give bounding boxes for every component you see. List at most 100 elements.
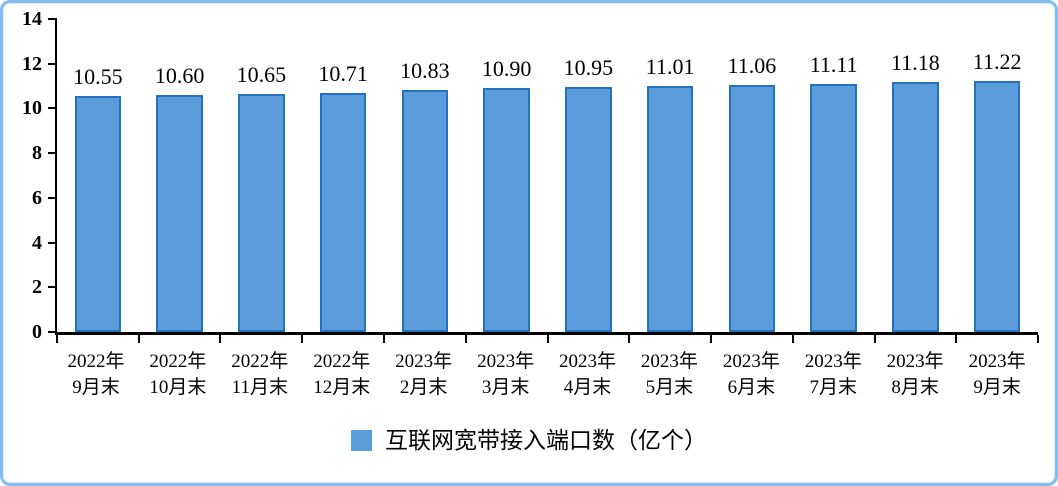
legend-marker-icon xyxy=(351,430,372,452)
y-axis: 0 2 4 6 8 10 12 14 xyxy=(13,9,57,342)
x-tick-mark xyxy=(873,335,876,343)
x-tick-label-line: 10月末 xyxy=(149,377,207,398)
y-tick-label: 0 xyxy=(32,321,42,343)
bar-value-label: 11.22 xyxy=(972,49,1022,75)
y-tick-mark xyxy=(48,286,57,289)
bar-value-label: 10.60 xyxy=(154,63,205,89)
bar-value-label: 10.55 xyxy=(73,64,123,90)
x-tick-label-line: 11月末 xyxy=(231,377,288,398)
x-tick-label-line: 2023年 xyxy=(640,351,698,372)
y-tick-label: 6 xyxy=(32,186,42,209)
x-tick-label-line: 2023年 xyxy=(722,351,780,372)
y-tick-label: 10 xyxy=(22,97,42,120)
x-tick-label-line: 2月末 xyxy=(399,377,448,398)
x-tick-label-line: 2022年 xyxy=(149,351,207,372)
x-tick-label-line: 2023年 xyxy=(968,351,1026,372)
x-tick-mark xyxy=(219,335,222,343)
x-tick-label-line: 2023年 xyxy=(395,351,453,372)
bar-value-label: 10.65 xyxy=(236,61,287,87)
x-tick-label-line: 2023年 xyxy=(886,351,944,372)
x-tick-label: 2023年 5月末 xyxy=(628,349,710,401)
bar-group: 11.18 xyxy=(875,19,957,332)
y-tick-mark xyxy=(48,18,57,20)
x-tick-label-line: 9月末 xyxy=(973,377,1021,398)
x-tick-label: 2023年 9月末 xyxy=(956,349,1038,401)
x-tick-label: 2023年 3月末 xyxy=(465,349,547,401)
bar-value-label: 10.83 xyxy=(400,57,450,83)
bar xyxy=(892,82,939,332)
x-tick-label-line: 2023年 xyxy=(804,351,862,372)
legend: 互联网宽带接入端口数（亿个） xyxy=(3,427,1055,455)
x-tick-mark xyxy=(382,335,385,343)
plot-area: 10.55 10.60 10.65 10.71 10.83 10.90 10.95 11.01… xyxy=(55,19,1039,343)
y-tick-label: 12 xyxy=(22,52,42,75)
x-tick-label: 2023年 8月末 xyxy=(874,349,956,401)
x-tick-mark xyxy=(301,335,304,343)
y-tick-label: 14 xyxy=(22,8,42,30)
x-tick-label: 2022年 9月末 xyxy=(55,349,137,401)
x-tick-mark xyxy=(709,335,712,343)
x-tick-label: 2022年 10月末 xyxy=(137,349,219,401)
x-tick-label-line: 8月末 xyxy=(891,377,939,398)
x-tick-label: 2022年 11月末 xyxy=(219,349,301,401)
x-tick-label-line: 9月末 xyxy=(72,377,120,398)
x-tick-label: 2023年 4月末 xyxy=(547,349,629,401)
bar-value-label: 10.90 xyxy=(481,56,532,82)
bar xyxy=(810,83,857,332)
bar-group: 10.60 xyxy=(139,19,221,332)
bar xyxy=(401,89,449,332)
bar-group: 10.55 xyxy=(57,19,139,332)
x-tick-label-line: 3月末 xyxy=(481,377,530,398)
y-tick-mark xyxy=(48,331,57,333)
bar-value-label: 11.06 xyxy=(727,52,777,78)
x-tick-mark xyxy=(464,335,467,343)
y-tick-label: 2 xyxy=(32,276,42,299)
y-tick-label: 8 xyxy=(32,142,42,165)
bar xyxy=(565,87,612,332)
x-tick-mark xyxy=(1037,335,1039,343)
bar xyxy=(319,92,367,332)
bar-value-label: 11.18 xyxy=(891,50,940,76)
legend-label: 互联网宽带接入端口数（亿个） xyxy=(385,428,707,453)
bar xyxy=(646,85,694,332)
bar-group: 11.06 xyxy=(711,19,793,332)
bar-group: 11.01 xyxy=(629,19,711,332)
bar-value-label: 11.11 xyxy=(809,51,858,77)
x-tick-mark xyxy=(628,335,631,343)
x-tick-label-line: 2023年 xyxy=(477,351,535,372)
y-tick-mark xyxy=(48,196,57,199)
bar-group: 11.11 xyxy=(793,19,875,332)
x-axis-labels: 2022年 9月末 2022年 10月末 2022年 11月末 2022年 12月末 2023年… xyxy=(55,349,1038,401)
bar xyxy=(483,88,530,332)
bar-group: 10.83 xyxy=(384,19,466,332)
y-tick-mark xyxy=(48,62,57,65)
y-tick-label: 4 xyxy=(32,231,42,254)
x-tick-mark xyxy=(791,335,794,343)
x-tick-label-line: 6月末 xyxy=(727,377,776,398)
bar xyxy=(238,93,285,332)
bar-group: 10.71 xyxy=(302,19,384,332)
x-tick-label-line: 2022年 xyxy=(67,351,125,372)
x-tick-label: 2022年 12月末 xyxy=(301,349,383,401)
bar xyxy=(156,95,203,332)
bar xyxy=(728,84,776,332)
bar-group: 10.95 xyxy=(548,19,630,332)
x-tick-mark xyxy=(955,335,958,343)
x-tick-label-line: 12月末 xyxy=(313,377,371,398)
x-tick-label-line: 2022年 xyxy=(231,351,289,372)
bar-group: 11.22 xyxy=(956,19,1038,332)
x-tick-label: 2023年 7月末 xyxy=(792,349,874,401)
bar-value-label: 10.71 xyxy=(318,60,368,86)
y-tick-mark xyxy=(48,107,57,110)
x-tick-label-line: 5月末 xyxy=(645,377,694,398)
bar-group: 10.90 xyxy=(466,19,548,332)
y-tick-mark xyxy=(48,152,57,155)
plot-column: 10.55 10.60 10.65 10.71 10.83 10.90 10.95 11.01… xyxy=(55,19,1039,401)
x-tick-label-line: 7月末 xyxy=(809,377,858,398)
y-tick-mark xyxy=(48,241,57,244)
x-tick-label: 2023年 2月末 xyxy=(383,349,465,401)
x-tick-mark xyxy=(137,335,140,343)
bar xyxy=(74,96,122,332)
x-tick-mark xyxy=(56,335,58,343)
